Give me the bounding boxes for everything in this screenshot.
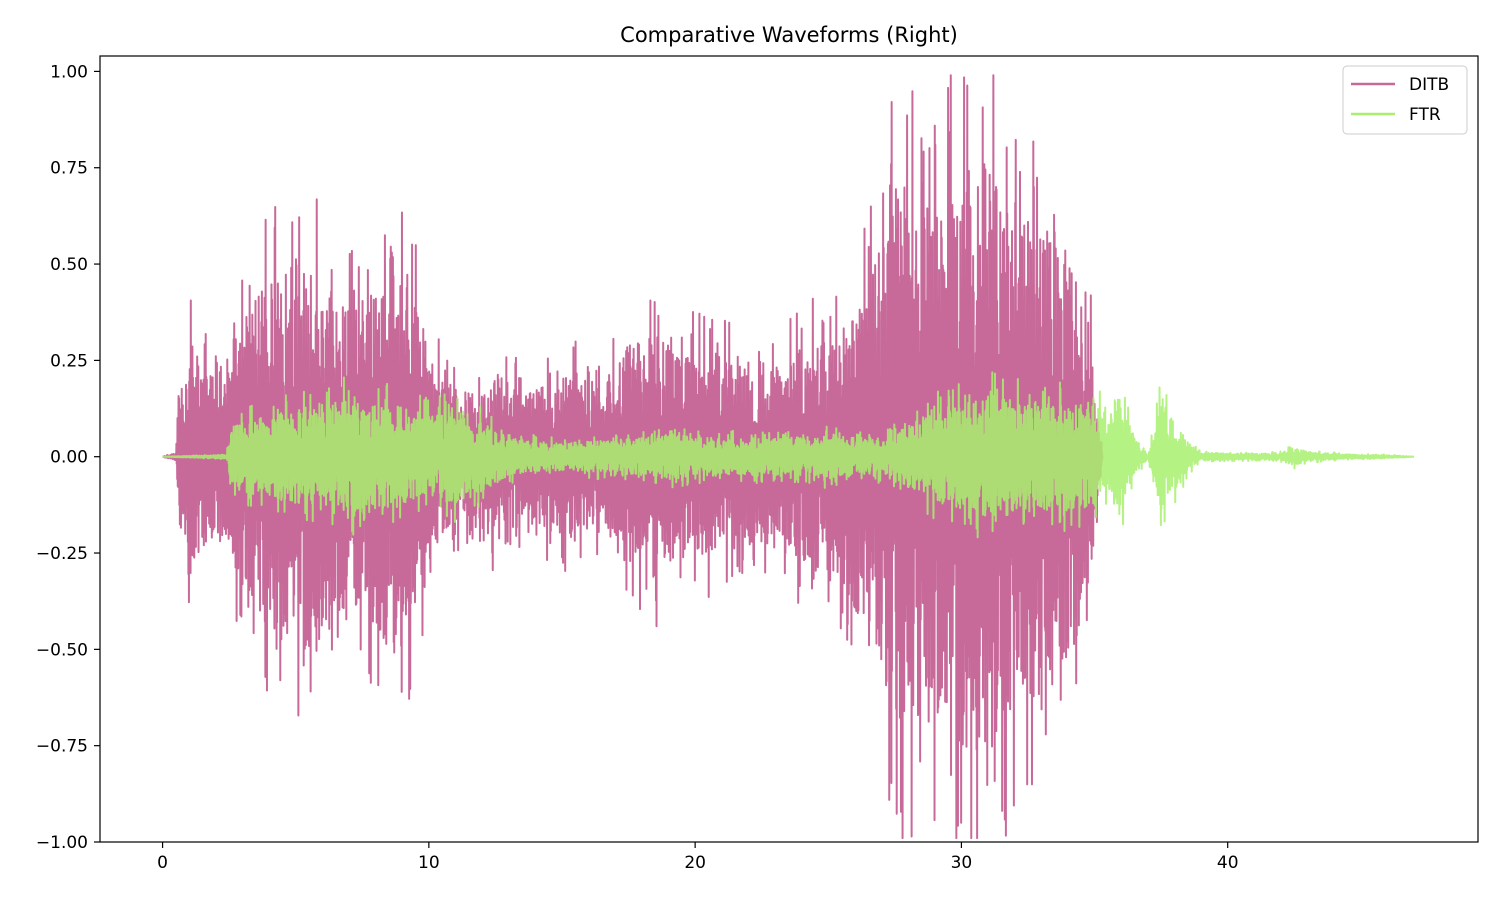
y-tick-label: 0.00 bbox=[50, 448, 88, 468]
y-tick-label: −0.25 bbox=[36, 544, 88, 564]
legend-label-ditb: DITB bbox=[1409, 75, 1449, 95]
legend-label-ftr: FTR bbox=[1409, 105, 1441, 125]
series-layer bbox=[161, 74, 1415, 840]
x-tick-label: 20 bbox=[684, 853, 706, 873]
y-tick-label: 0.25 bbox=[50, 351, 88, 371]
y-axis: 1.00 0.75 0.50 0.25 0.00 −0.25 −0.50 −0.75 −1.00 bbox=[36, 62, 100, 853]
y-tick-label: 0.75 bbox=[50, 159, 88, 179]
plot-frame bbox=[99, 55, 1479, 843]
y-tick-label: −1.00 bbox=[36, 833, 88, 853]
y-tick-label: −0.50 bbox=[36, 640, 88, 660]
x-tick-label: 10 bbox=[418, 853, 440, 873]
x-tick-label: 40 bbox=[1217, 853, 1239, 873]
x-tick-label: 0 bbox=[157, 853, 168, 873]
y-tick-label: 0.50 bbox=[50, 255, 88, 275]
x-axis: 0 10 20 30 40 bbox=[157, 842, 1239, 873]
series-line-ditb bbox=[161, 74, 1104, 840]
y-tick-label: 1.00 bbox=[50, 62, 88, 82]
x-tick-label: 30 bbox=[951, 853, 973, 873]
y-tick-label: −0.75 bbox=[36, 737, 88, 757]
chart-title: Comparative Waveforms (Right) bbox=[620, 23, 958, 47]
series-line-ftr bbox=[161, 371, 1415, 539]
legend: DITB FTR bbox=[1342, 65, 1468, 135]
